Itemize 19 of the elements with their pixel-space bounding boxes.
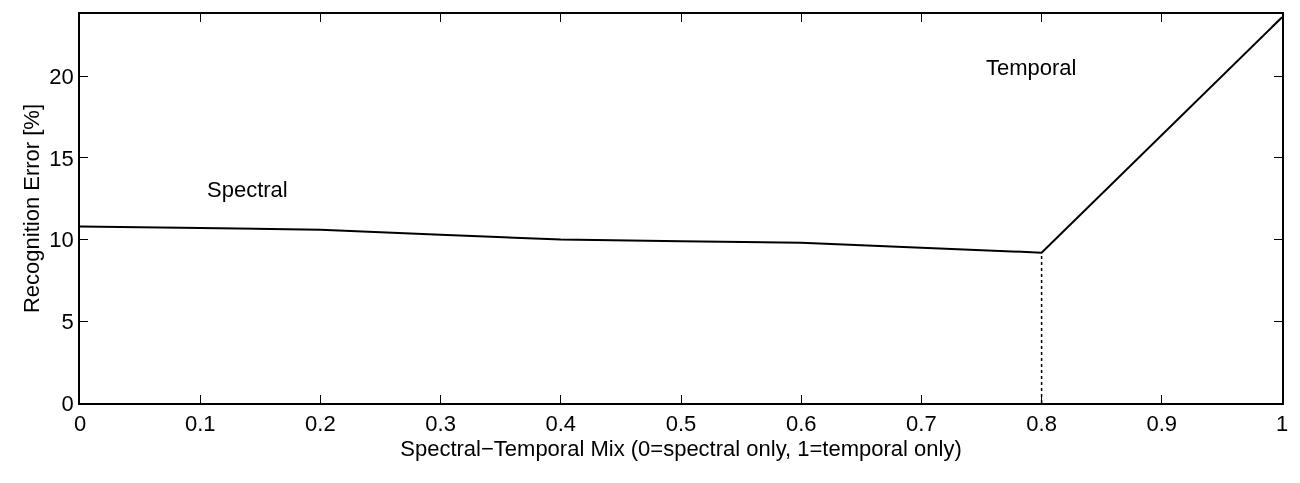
x-tick-label: 0.9 bbox=[1146, 411, 1178, 437]
annotation: Spectral bbox=[207, 177, 288, 202]
x-axis-title: Spectral−Temporal Mix (0=spectral only, 1=temporal only) bbox=[400, 436, 962, 462]
x-tick-label: 0.6 bbox=[785, 411, 817, 437]
x-tick-label: 1 bbox=[1275, 411, 1289, 437]
x-tick-label: 0.5 bbox=[665, 411, 697, 437]
x-tick-label: 0.8 bbox=[1026, 411, 1057, 437]
x-tick-label: 0.4 bbox=[545, 411, 577, 437]
y-tick-label: 10 bbox=[49, 227, 74, 253]
y-axis-title: Recognition Error [%] bbox=[18, 103, 44, 314]
y-tick-label: 0 bbox=[61, 390, 74, 416]
x-tick-label: 0.7 bbox=[906, 411, 937, 437]
y-tick-label: 20 bbox=[49, 63, 74, 89]
annotation: Temporal bbox=[986, 55, 1077, 80]
x-tick-label: 0.1 bbox=[184, 411, 216, 437]
y-tick-label: 15 bbox=[49, 145, 74, 171]
x-tick-label: 0.2 bbox=[305, 411, 336, 437]
x-tick-label: 0.3 bbox=[425, 411, 456, 437]
y-tick-label: 5 bbox=[61, 308, 74, 334]
